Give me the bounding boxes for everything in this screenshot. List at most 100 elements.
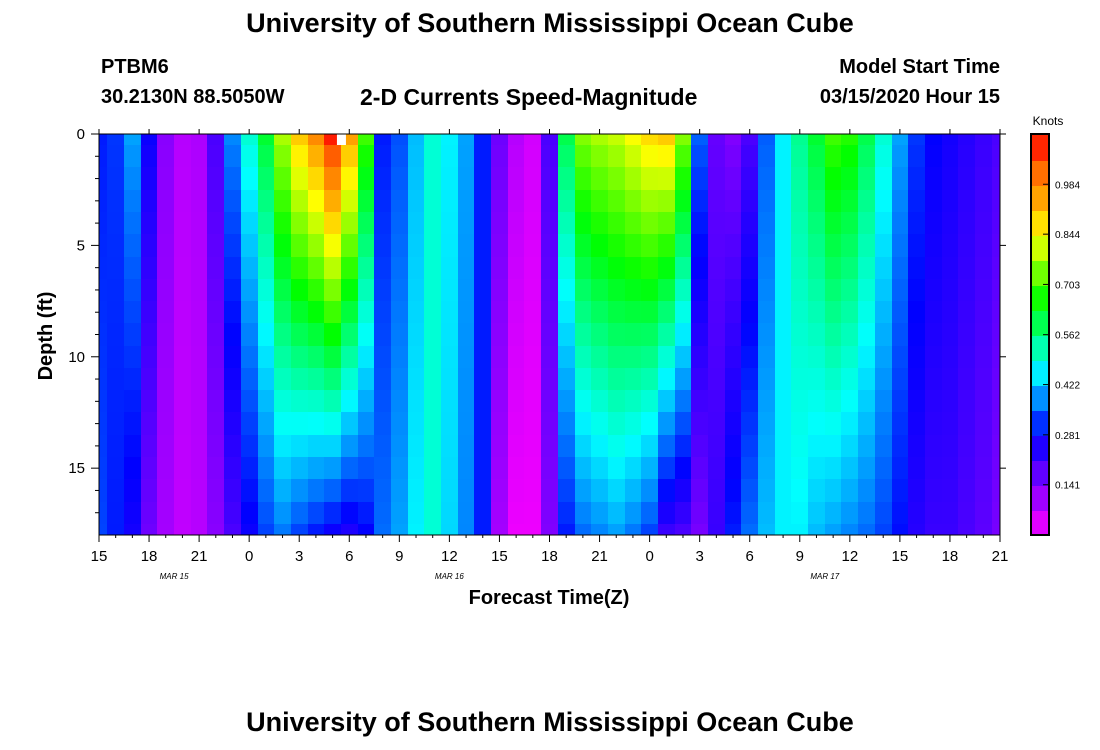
heatmap-cell [841, 524, 858, 535]
heatmap-cell [825, 134, 841, 145]
heatmap-cell [625, 390, 641, 412]
heatmap-cell [658, 412, 675, 435]
heatmap-cell [992, 346, 1000, 368]
heatmap-cell [107, 323, 124, 346]
heatmap-cell [975, 479, 992, 502]
heatmap-cell [141, 390, 157, 412]
x-tick-label: 3 [295, 548, 303, 565]
heatmap-cell [858, 524, 875, 535]
heatmap-cell [541, 212, 558, 234]
heatmap-cell [107, 435, 124, 457]
heatmap-cell [908, 368, 925, 390]
heatmap-cell [491, 457, 508, 479]
heatmap-cell [875, 479, 892, 502]
heatmap-cell [825, 368, 841, 390]
heatmap-cell [892, 435, 908, 457]
heatmap-cell [591, 435, 608, 457]
heatmap-cell [508, 435, 524, 457]
heatmap-cell [191, 323, 207, 346]
heatmap-cell [291, 301, 308, 323]
heatmap-cell [358, 412, 374, 435]
heatmap-cell [625, 435, 641, 457]
heatmap-cell [591, 279, 608, 301]
heatmap-cell [758, 524, 775, 535]
heatmap-cell [207, 279, 224, 301]
heatmap-cell [775, 167, 791, 190]
heatmap-cell [207, 212, 224, 234]
heatmap-cell [825, 190, 841, 212]
heatmap-cell [107, 190, 124, 212]
heatmap-cell [441, 346, 458, 368]
heatmap-cell [207, 390, 224, 412]
heatmap-cell [858, 502, 875, 524]
heatmap-cell [908, 167, 925, 190]
heatmap-cell [124, 457, 141, 479]
heatmap-cell [491, 167, 508, 190]
heatmap-cell [341, 279, 358, 301]
heatmap-cell [207, 301, 224, 323]
x-tick-label: 18 [141, 548, 158, 565]
heatmap-cell [308, 435, 324, 457]
heatmap-cell [224, 435, 241, 457]
heatmap-cell [625, 368, 641, 390]
heatmap-cell [908, 346, 925, 368]
heatmap-cell [975, 145, 992, 167]
heatmap-cell [524, 346, 541, 368]
heatmap-cell [942, 390, 958, 412]
heatmap-cell [591, 134, 608, 145]
heatmap-cell [99, 346, 107, 368]
heatmap-cell [708, 502, 725, 524]
heatmap-cell [141, 167, 157, 190]
heatmap-cell [99, 390, 107, 412]
heatmap-cell [908, 323, 925, 346]
heatmap-cell [858, 479, 875, 502]
heatmap-cell [107, 479, 124, 502]
heatmap-cell [625, 524, 641, 535]
heatmap-cell [741, 435, 758, 457]
heatmap-cell [358, 435, 374, 457]
heatmap-cell [458, 145, 474, 167]
heatmap-cell [308, 502, 324, 524]
heatmap-cell [441, 212, 458, 234]
heatmap-cell [875, 502, 892, 524]
heatmap-cell [391, 390, 408, 412]
heatmap-cell [324, 435, 341, 457]
heatmap-cell [892, 167, 908, 190]
heatmap-cell [942, 368, 958, 390]
heatmap-cell [374, 368, 391, 390]
heatmap-cell [524, 479, 541, 502]
heatmap-cell [124, 435, 141, 457]
heatmap-cell [391, 323, 408, 346]
heatmap-cell [224, 212, 241, 234]
heatmap-cell [925, 279, 942, 301]
heatmap-cell [241, 279, 258, 301]
heatmap-cell [441, 190, 458, 212]
heatmap-cell [441, 412, 458, 435]
heatmap-cell [758, 234, 775, 257]
heatmap-cell [508, 457, 524, 479]
heatmap-cell [675, 390, 691, 412]
heatmap-cell [107, 167, 124, 190]
heatmap-cell [491, 479, 508, 502]
heatmap-cell [474, 435, 491, 457]
heatmap-cell [458, 234, 474, 257]
heatmap-cell [942, 145, 958, 167]
heatmap-cell [141, 323, 157, 346]
heatmap-cell [124, 524, 141, 535]
heatmap-cell [491, 301, 508, 323]
heatmap-cell [224, 190, 241, 212]
heatmap-cell [391, 502, 408, 524]
heatmap-cell [658, 479, 675, 502]
x-tick-label: 21 [191, 548, 208, 565]
heatmap-cell [258, 134, 274, 145]
heatmap-cell [591, 368, 608, 390]
heatmap-cell [391, 524, 408, 535]
heatmap-cell [291, 212, 308, 234]
heatmap-cell [691, 279, 708, 301]
heatmap-cell [308, 323, 324, 346]
heatmap-cell [992, 323, 1000, 346]
heatmap-cell [942, 412, 958, 435]
heatmap-cell [524, 323, 541, 346]
heatmap-cell [775, 390, 791, 412]
heatmap-cell [641, 390, 658, 412]
